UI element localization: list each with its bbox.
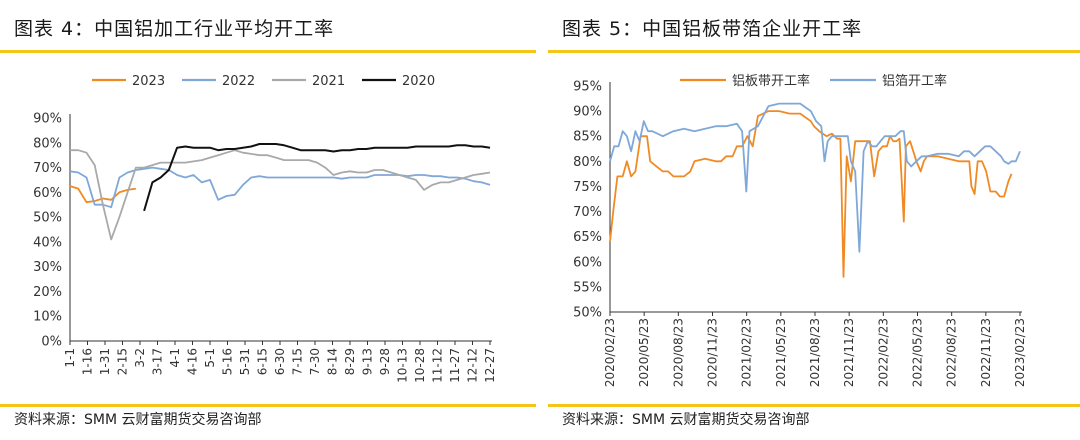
y-tick-label: 90%: [573, 105, 602, 120]
x-tick-label: 12-12: [466, 348, 480, 383]
x-tick-label: 2020/02/23: [603, 318, 617, 387]
y-tick-label: 70%: [33, 161, 62, 176]
y-tick-label: 90%: [33, 112, 62, 127]
x-tick-label: 2021/11/23: [842, 318, 856, 387]
x-tick-label: 2020/11/23: [706, 318, 720, 387]
x-tick-label: 10-13: [396, 348, 410, 383]
y-tick-label: 40%: [33, 235, 62, 250]
legend-label: 2020: [402, 74, 435, 89]
series-line-铝箔开工率: [609, 102, 1021, 253]
series-line-2022: [69, 166, 491, 209]
x-tick-label: 2022/02/23: [876, 318, 890, 387]
x-tick-label: 12-27: [483, 348, 497, 383]
x-tick-label: 2020/05/23: [637, 318, 651, 387]
x-tick-label: 9-13: [361, 348, 375, 375]
x-tick-label: 2021/05/23: [774, 318, 788, 387]
y-tick-label: 50%: [573, 306, 602, 321]
x-tick-label: 6-15: [256, 348, 270, 375]
y-tick-label: 95%: [573, 80, 602, 95]
source-rule-right: [548, 404, 1080, 407]
legend-label: 2023: [132, 74, 165, 89]
x-tick-label: 10-28: [413, 348, 427, 383]
y-tick-label: 60%: [573, 255, 602, 270]
y-tick-label: 75%: [573, 180, 602, 195]
title-rule-left: [0, 50, 536, 53]
x-tick-label: 2021/08/23: [808, 318, 822, 387]
legend-label: 2022: [222, 74, 255, 89]
x-tick-label: 4-1: [168, 348, 182, 368]
chart-left: 0% 10% 20% 30% 40% 50% 60% 70% 80% 90% 1-1 1-16 1-31…: [33, 74, 497, 383]
y-tick-label: 50%: [33, 211, 62, 226]
x-tick-label: 7-30: [308, 348, 322, 375]
x-tick-label: 1-31: [98, 348, 112, 375]
x-tick-label: 5-16: [221, 348, 235, 375]
series-line-2020: [143, 143, 491, 212]
series-line-铝板带开工率: [609, 110, 1013, 278]
panel-right: 图表 5：中国铝板带箔企业开工率 50% 55% 60% 65% 70% 75% 80% 85…: [548, 0, 1080, 440]
legend-label: 铝板带开工率: [732, 73, 810, 89]
chart-title-right: 图表 5：中国铝板带箔企业开工率: [562, 18, 863, 40]
source-note-left: 资料来源：SMM 云财富期货交易咨询部: [14, 412, 262, 428]
y-tick-label: 65%: [573, 230, 602, 245]
source-rule-left: [0, 404, 536, 407]
x-tick-label: 6-30: [273, 348, 287, 375]
y-tick-label: 80%: [573, 155, 602, 170]
y-tick-label: 0%: [41, 335, 62, 350]
y-tick-label: 85%: [573, 130, 602, 145]
series-line-2023: [69, 185, 137, 204]
x-tick-label: 3-2: [133, 348, 147, 368]
x-tick-label: 4-16: [186, 348, 200, 375]
x-tick-label: 7-15: [291, 348, 305, 375]
chart-right: 50% 55% 60% 65% 70% 75% 80% 85% 90% 95% 2020/02/23…: [573, 73, 1027, 387]
x-tick-label: 2022/08/23: [945, 318, 959, 387]
title-rule-right: [548, 50, 1080, 53]
x-tick-label: 11-12: [431, 348, 445, 383]
x-tick-label: 5-31: [238, 348, 252, 375]
legend-label: 2021: [312, 74, 345, 89]
x-tick-label: 2021/02/23: [740, 318, 754, 387]
x-tick-label: 8-14: [326, 348, 340, 375]
x-tick-label: 1-16: [81, 348, 95, 375]
y-tick-label: 55%: [573, 280, 602, 295]
y-tick-label: 60%: [33, 186, 62, 201]
x-tick-label: 3-17: [151, 348, 165, 375]
x-tick-label: 2022/11/23: [979, 318, 993, 387]
y-tick-label: 80%: [33, 136, 62, 151]
chart-title-left: 图表 4：中国铝加工行业平均开工率: [14, 18, 335, 40]
panel-left: 图表 4：中国铝加工行业平均开工率 0% 10% 20% 30% 40% 50% 60% 70…: [0, 0, 536, 440]
series-line-2021: [70, 149, 491, 241]
x-tick-label: 2023/02/23: [1013, 318, 1027, 387]
x-tick-label: 5-1: [203, 348, 217, 368]
x-tick-label: 1-1: [63, 348, 77, 368]
source-note-right: 资料来源：SMM 云财富期货交易咨询部: [562, 412, 810, 428]
y-tick-label: 10%: [33, 310, 62, 325]
x-tick-label: 11-27: [448, 348, 462, 383]
x-tick-label: 9-28: [378, 348, 392, 375]
x-tick-label: 2-15: [116, 348, 130, 375]
y-tick-label: 20%: [33, 285, 62, 300]
x-tick-label: 2022/05/23: [911, 318, 925, 387]
y-tick-label: 30%: [33, 260, 62, 275]
x-tick-label: 2020/08/23: [671, 318, 685, 387]
y-tick-label: 70%: [573, 205, 602, 220]
x-tick-label: 8-29: [343, 348, 357, 375]
legend-label: 铝箔开工率: [882, 73, 947, 89]
